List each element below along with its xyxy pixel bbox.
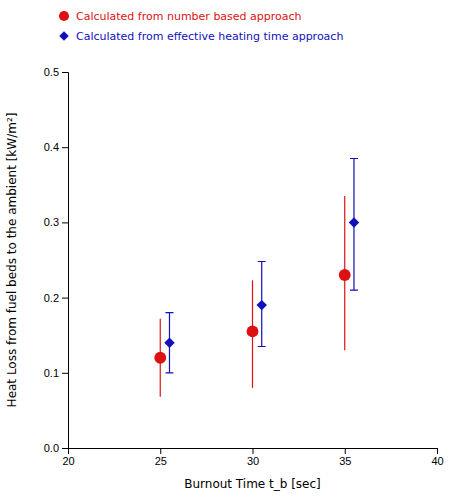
tick-label: 0.1 — [44, 367, 59, 379]
legend-marker — [59, 31, 68, 40]
legend-label: Calculated from number based approach — [76, 10, 302, 23]
tick-mark — [62, 448, 68, 449]
axis-line — [62, 73, 69, 449]
series — [154, 196, 350, 397]
tick-label: 0.3 — [44, 216, 59, 228]
y-axis-title: Heat Loss from fuel beds to the ambient … — [5, 113, 19, 408]
tick-mark — [62, 147, 68, 148]
point — [339, 269, 351, 281]
marks — [154, 158, 359, 396]
legend-label: Calculated from effective heating time a… — [76, 30, 343, 43]
point — [349, 217, 359, 227]
tick: 0.4 — [44, 141, 68, 153]
tick: 0.5 — [44, 66, 68, 78]
plot: 20 25 30 35 40 0.0 0.1 0.2 0.3 0.4 0.5 — [44, 66, 444, 467]
tick-label: 0.0 — [44, 442, 59, 454]
tick-mark — [62, 72, 68, 73]
tick-label: 25 — [155, 455, 167, 467]
y-axis: 0.0 0.1 0.2 0.3 0.4 0.5 — [44, 66, 69, 454]
point — [247, 326, 259, 338]
tick-label: 0.4 — [44, 141, 59, 153]
tick: 0.0 — [44, 442, 68, 454]
tick-mark — [345, 448, 346, 454]
tick-label: 30 — [247, 455, 259, 467]
tick-label: 20 — [62, 455, 74, 467]
series — [164, 158, 359, 372]
x-axis: 20 25 30 35 40 — [62, 448, 443, 467]
tick-label: 0.2 — [44, 292, 59, 304]
axis-line — [69, 449, 438, 455]
tick-mark — [437, 448, 438, 454]
tick-mark — [62, 222, 68, 223]
tick: 35 — [339, 448, 351, 467]
legend-marker — [59, 11, 69, 21]
tick-label: 40 — [431, 455, 443, 467]
point — [164, 337, 174, 347]
tick: 0.2 — [44, 292, 68, 304]
tick-mark — [160, 448, 161, 454]
legend-item: Calculated from effective heating time a… — [59, 30, 343, 43]
tick: 0.1 — [44, 367, 68, 379]
tick: 20 — [62, 448, 74, 467]
legend-item: Calculated from number based approach — [59, 10, 302, 23]
tick: 0.3 — [44, 216, 68, 228]
tick: 40 — [431, 448, 443, 467]
tick-label: 0.5 — [44, 66, 59, 78]
tick-label: 35 — [339, 455, 351, 467]
x-axis-title: Burnout Time t_b [sec] — [184, 477, 321, 491]
point — [154, 352, 166, 364]
chart: 20 25 30 35 40 0.0 0.1 0.2 0.3 0.4 0.5 Burnout Time… — [0, 0, 459, 500]
tick: 30 — [247, 448, 259, 467]
point — [256, 300, 266, 310]
tick-mark — [62, 373, 68, 374]
legend: Calculated from number based approach Cal… — [59, 10, 343, 43]
tick: 25 — [155, 448, 167, 467]
tick-mark — [253, 448, 254, 454]
tick-mark — [62, 298, 68, 299]
